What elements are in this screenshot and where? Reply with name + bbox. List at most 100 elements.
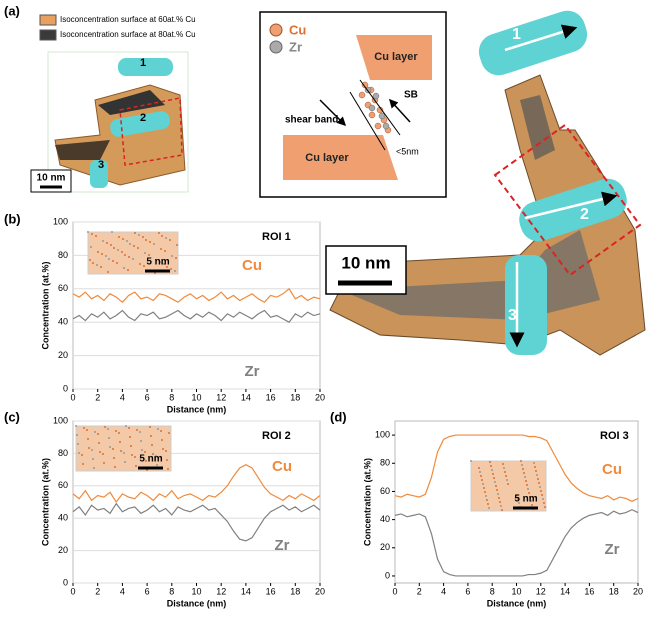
inset-speckle — [162, 448, 164, 450]
inset-speckle — [110, 244, 112, 246]
inset-speckle — [101, 253, 103, 255]
inset-speckle — [88, 447, 90, 449]
inset-speckle — [495, 485, 497, 487]
inset-speckle — [95, 235, 97, 237]
x-tick-label: 2 — [95, 586, 100, 596]
inset-speckle — [144, 252, 146, 254]
legend-text: Zr — [289, 39, 302, 54]
inset-speckle — [539, 486, 541, 488]
y-tick-label: 0 — [63, 383, 68, 393]
inset-speckle — [538, 482, 540, 484]
inset-speckle — [507, 483, 509, 485]
panel-label: (d) — [330, 409, 347, 424]
inset-speckle — [75, 425, 77, 427]
inset-speckle — [500, 505, 502, 507]
y-tick-label: 100 — [375, 429, 390, 439]
inset-speckle — [134, 232, 136, 234]
y-axis-label: Concentration (at.%) — [362, 458, 372, 546]
inset-speckle — [124, 254, 126, 256]
inset-speckle — [499, 501, 501, 503]
inset-speckle — [111, 231, 113, 233]
inset-speckle — [534, 466, 536, 468]
inset-speckle — [97, 251, 99, 253]
x-tick-label: 2 — [417, 586, 422, 596]
inset-speckle — [107, 271, 109, 273]
inset-speckle — [131, 454, 133, 456]
inset-speckle — [113, 457, 115, 459]
inset-speckle — [118, 236, 120, 238]
inset-speckle — [130, 445, 132, 447]
roi-label: ROI 2 — [262, 430, 291, 442]
roi-cylinder — [474, 6, 592, 80]
inset-speckle — [164, 250, 166, 252]
inset-speckle — [106, 242, 108, 244]
inset-speckle — [126, 240, 128, 242]
x-tick-label: 14 — [241, 586, 251, 596]
x-tick-label: 12 — [216, 392, 226, 402]
panel-label: (a) — [4, 3, 20, 18]
x-axis-label: Distance (nm) — [487, 598, 547, 608]
inset-speckle — [87, 231, 89, 233]
inset-speckle — [169, 239, 171, 241]
inset-speckle — [526, 484, 528, 486]
x-tick-label: 0 — [70, 392, 75, 402]
y-tick-label: 40 — [58, 317, 68, 327]
x-tick-label: 12 — [216, 586, 226, 596]
inset-speckle — [149, 426, 151, 428]
x-axis-label: Distance (nm) — [167, 404, 227, 414]
inset-speckle — [124, 461, 126, 463]
inset-speckle — [128, 256, 130, 258]
x-tick-label: 18 — [609, 586, 619, 596]
inset-speckle — [103, 462, 105, 464]
y-tick-label: 60 — [58, 480, 68, 490]
inset-speckle — [483, 487, 485, 489]
inset-speckle — [129, 243, 131, 245]
inset-speckle — [161, 439, 163, 441]
series-label: Cu — [242, 257, 262, 274]
inset-speckle — [470, 460, 472, 462]
series-label: Cu — [272, 458, 292, 475]
inset-speckle — [112, 260, 114, 262]
legend-text: Cu — [289, 22, 306, 37]
y-axis-label: Concentration (at.%) — [40, 261, 50, 349]
inset-speckle — [166, 459, 168, 461]
x-tick-label: 4 — [441, 586, 446, 596]
y-tick-label: 20 — [380, 542, 390, 552]
inset-speckle — [125, 425, 127, 427]
inset-speckle — [506, 479, 508, 481]
inset-speckle — [486, 499, 488, 501]
scale-label: 5 nm — [139, 454, 162, 465]
inset-speckle — [527, 488, 529, 490]
inset-speckle — [78, 452, 80, 454]
x-tick-label: 14 — [560, 586, 570, 596]
inset-speckle — [540, 490, 542, 492]
inset-speckle — [149, 241, 151, 243]
x-tick-label: 8 — [169, 392, 174, 402]
y-tick-label: 20 — [58, 350, 68, 360]
inset-speckle — [497, 493, 499, 495]
inset-speckle — [501, 509, 503, 511]
inset-speckle — [533, 462, 535, 464]
inset-speckle — [543, 502, 545, 504]
y-tick-label: 20 — [58, 545, 68, 555]
inset-speckle — [522, 468, 524, 470]
series-label: Zr — [245, 363, 260, 380]
inset-speckle — [140, 440, 142, 442]
y-tick-label: 80 — [58, 250, 68, 260]
inset-speckle — [89, 259, 91, 261]
inset-speckle — [135, 465, 137, 467]
series-label: Zr — [605, 541, 620, 558]
roi-label: ROI 3 — [600, 430, 629, 442]
legend-dot — [270, 41, 282, 53]
layer-label: Cu layer — [374, 51, 418, 63]
scale-label: 10 nm — [37, 173, 66, 184]
annotation: SB — [404, 90, 418, 101]
roi-number: 1 — [512, 26, 521, 43]
inset-speckle — [536, 474, 538, 476]
x-tick-label: 14 — [241, 392, 251, 402]
inset-speckle — [521, 464, 523, 466]
inset-speckle — [117, 249, 119, 251]
inset-speckle — [480, 475, 482, 477]
roi-number: 1 — [140, 57, 146, 69]
inset-speckle — [478, 467, 480, 469]
